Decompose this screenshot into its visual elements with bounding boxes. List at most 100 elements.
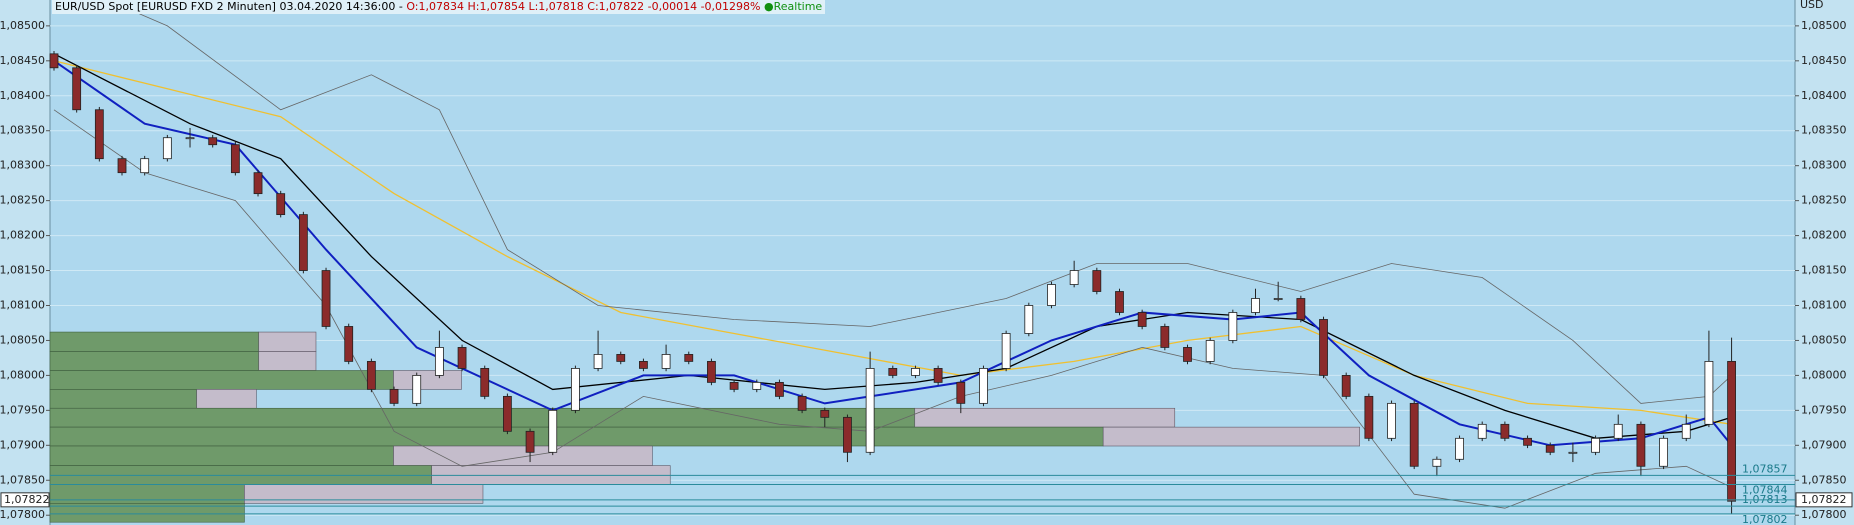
candle-body [230,144,240,174]
y-tick-label: 1,08400 [1801,89,1847,102]
y-tick-label: 1,08200 [0,229,45,242]
candle-body [72,67,82,111]
candle-body [1500,423,1510,439]
profile-sell [1102,426,1360,447]
candle-body [1273,298,1283,300]
candle-body [1636,423,1646,467]
y-tick-label: 1,08450 [1801,54,1847,67]
candle-body [94,109,104,160]
candle-body [525,430,535,453]
y-tick-label: 1,08000 [1801,368,1847,381]
last-price-box [1795,492,1853,508]
status-dot: ● [764,0,774,13]
y-tick-label: 1,08150 [0,264,45,277]
candle-body [888,368,898,376]
candle-body [457,347,467,369]
indicator-line [106,0,1732,404]
candle-body [1160,326,1170,348]
candle-body [639,361,648,369]
candle-body [1432,458,1442,467]
y-tick-label: 1,08050 [1801,333,1847,346]
indicator-line [53,60,1732,425]
profile-buy [49,426,1104,447]
candle-body [412,374,422,404]
candle-body [1137,312,1147,327]
candle-body [1228,312,1238,341]
profile-sell [393,370,462,390]
candle-body [661,354,671,369]
currency: USD [1800,0,1824,11]
instrument: EUR/USD Spot [EURUSD FXD 2 Minuten] [55,0,276,13]
candle-body [571,368,580,411]
y-tick-label: 1,07950 [0,403,45,416]
candle-body [616,354,626,362]
y-tick-label: 1,08400 [0,89,45,102]
candle-body [1069,270,1079,285]
candle-body [843,416,852,453]
y-tick-label: 1,08300 [0,159,45,172]
candle-body [1205,340,1215,362]
profile-buy [49,407,916,428]
candle-body [389,388,399,404]
candle-body [1001,333,1011,369]
profile-sell [244,484,484,504]
indicator-line [53,53,1732,439]
candle-body [321,270,331,327]
candle-body [1727,361,1736,502]
profile-buy [49,389,198,409]
candle-body [684,354,694,362]
profile-buy [49,484,245,504]
candle-body [276,193,286,216]
header: EUR/USD Spot [EURUSD FXD 2 Minuten] 03.0… [52,0,826,14]
candle-body [298,214,308,271]
candle-body [752,381,762,390]
candle-body [162,137,172,160]
y-tick-label: 1,08100 [1801,298,1847,311]
profile-sell [258,351,317,371]
candle-body [775,381,784,397]
candle-body [548,409,558,453]
candle-body [1568,451,1578,454]
candle-body [1047,284,1056,306]
y-tick-label: 1,07850 [0,473,45,486]
price-label: 1,07857 [1742,462,1788,475]
y-tick-label: 1,07900 [1801,438,1847,451]
candle-body [253,172,263,195]
candle-body [366,361,376,390]
candle-body [865,368,875,453]
profile-sell [914,407,1176,428]
profile-buy [49,370,394,390]
candle-body [1523,437,1532,446]
candle-body [911,368,920,376]
y-tick-label: 1,08250 [1801,194,1847,207]
candle-body [797,395,807,411]
y-tick-label: 1,08000 [0,368,45,381]
candle-body [1613,423,1623,439]
candle-body [1092,270,1102,292]
y-tick-label: 1,08350 [0,124,45,137]
candle-body [480,368,490,397]
profile-buy [49,331,260,352]
last-price-box [0,492,50,508]
last-price-label: 1,07822 [4,493,50,506]
y-tick-label: 1,07800 [0,508,45,521]
candle-body [820,409,830,418]
y-tick-label: 1,08200 [1801,229,1847,242]
y-tick-label: 1,08500 [1801,19,1847,32]
y-tick-label: 1,07950 [1801,403,1847,416]
candle-body [1681,423,1691,439]
price-label: 1,07802 [1742,513,1788,525]
candle-body [1341,374,1351,397]
y-tick-label: 1,08300 [1801,159,1847,172]
candle-body [1545,444,1555,453]
candle-body [49,53,59,69]
candle-body [933,368,943,383]
candle-body [1296,298,1306,320]
price-label: 1,07844 [1742,483,1788,496]
profile-sell [196,389,257,409]
candle-body [1251,298,1260,313]
candle-body [434,347,444,376]
candle-body [1591,437,1600,453]
